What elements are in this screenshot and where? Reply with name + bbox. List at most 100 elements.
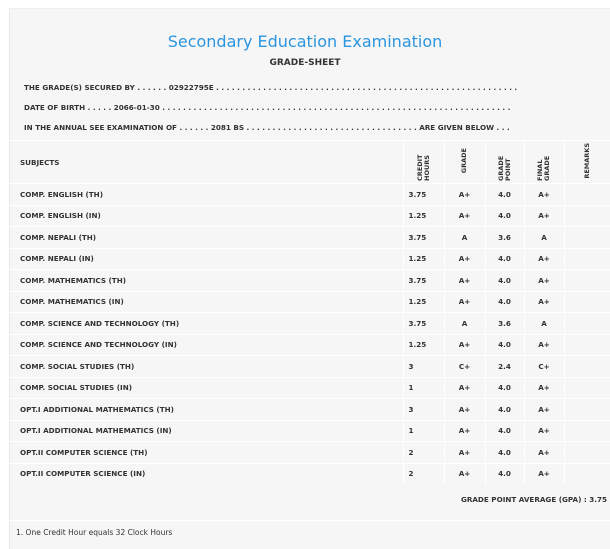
dob-line: DATE OF BIRTH . . . . . 2066-01-30 . . .…: [24, 103, 511, 112]
header-grade: GRADE: [460, 148, 468, 174]
gpa-value: GRADE POINT AVERAGE (GPA) : 3.75: [460, 495, 607, 504]
cell-grade-point: 4.0: [484, 183, 524, 205]
cell-final-grade: A: [523, 312, 564, 334]
cell-credit-hours: 1.25: [402, 247, 444, 270]
cell-credit-hours: 3.75: [402, 183, 444, 205]
cell-subject: COMP. MATHEMATICS (IN): [9, 290, 403, 313]
header-credit-hours: CREDIT HOURS: [415, 154, 431, 181]
cell-grade-point: 4.0: [484, 462, 524, 484]
cell-grade: A+: [443, 204, 485, 227]
cell-final-grade: A+: [523, 419, 564, 442]
cell-subject: OPT.I ADDITIONAL MATHEMATICS (IN): [9, 419, 403, 442]
cell-grade: A+: [443, 376, 485, 399]
cell-remarks: [563, 226, 610, 248]
cell-subject: COMP. SOCIAL STUDIES (IN): [9, 376, 403, 399]
cell-grade-point: 4.0: [484, 269, 524, 291]
table-row: COMP. MATHEMATICS (IN) 1.25 A+ 4.0 A+: [9, 290, 610, 313]
table-header: SUBJECTS CREDIT HOURS GRADE GRADE POINT …: [9, 140, 610, 184]
cell-grade-point: 4.0: [484, 204, 524, 227]
cell-remarks: [563, 355, 610, 377]
cell-final-grade: C+: [523, 355, 564, 377]
cell-credit-hours: 1: [402, 376, 444, 399]
cell-final-grade: A+: [523, 269, 564, 291]
cell-final-grade: A+: [523, 247, 564, 270]
table-row: OPT.II COMPUTER SCIENCE (TH) 2 A+ 4.0 A+: [9, 441, 610, 463]
table-row: COMP. SCIENCE AND TECHNOLOGY (IN) 1.25 A+ 4…: [9, 333, 610, 356]
table-row: COMP. SOCIAL STUDIES (IN) 1 A+ 4.0 A+: [9, 376, 610, 399]
cell-final-grade: A+: [523, 290, 564, 313]
cell-grade-point: 3.6: [484, 226, 524, 248]
cell-grade: A+: [443, 269, 485, 291]
cell-subject: OPT.II COMPUTER SCIENCE (TH): [9, 441, 403, 463]
cell-credit-hours: 3.75: [402, 312, 444, 334]
cell-subject: COMP. NEPALI (IN): [9, 247, 403, 270]
header-remarks: REMARKS: [582, 143, 591, 179]
cell-credit-hours: 2: [402, 462, 444, 484]
secured-by-line: THE GRADE(S) SECURED BY . . . . . . 0292…: [24, 83, 518, 92]
footnote: 1. One Credit Hour equals 32 Clock Hours: [16, 528, 173, 537]
cell-credit-hours: 3: [402, 398, 444, 420]
cell-grade: A: [443, 312, 485, 334]
table-row: COMP. NEPALI (TH) 3.75 A 3.6 A: [9, 226, 610, 248]
cell-credit-hours: 1: [402, 419, 444, 442]
cell-grade: A+: [443, 333, 485, 356]
table-row: COMP. SOCIAL STUDIES (TH) 3 C+ 2.4 C+: [9, 355, 610, 377]
cell-remarks: [563, 419, 610, 442]
grades-table: SUBJECTS CREDIT HOURS GRADE GRADE POINT …: [9, 140, 610, 484]
cell-grade: A+: [443, 247, 485, 270]
cell-grade: C+: [443, 355, 485, 377]
table-row: COMP. ENGLISH (TH) 3.75 A+ 4.0 A+: [9, 183, 610, 205]
cell-grade: A+: [443, 441, 485, 463]
table-row: COMP. SCIENCE AND TECHNOLOGY (TH) 3.75 A 3.…: [9, 312, 610, 334]
cell-remarks: [563, 183, 610, 205]
table-row: OPT.I ADDITIONAL MATHEMATICS (IN) 1 A+ 4.0 A…: [9, 419, 610, 442]
cell-grade: A+: [443, 290, 485, 313]
cell-remarks: [563, 462, 610, 484]
cell-subject: COMP. SOCIAL STUDIES (TH): [9, 355, 403, 377]
table-row: COMP. NEPALI (IN) 1.25 A+ 4.0 A+: [9, 247, 610, 270]
cell-grade-point: 4.0: [484, 398, 524, 420]
cell-credit-hours: 3.75: [402, 226, 444, 248]
cell-final-grade: A+: [523, 183, 564, 205]
header-subjects: SUBJECTS: [9, 140, 403, 184]
cell-remarks: [563, 398, 610, 420]
cell-grade: A+: [443, 419, 485, 442]
cell-final-grade: A+: [523, 333, 564, 356]
cell-credit-hours: 3.75: [402, 269, 444, 291]
table-row: OPT.II COMPUTER SCIENCE (IN) 2 A+ 4.0 A+: [9, 462, 610, 484]
cell-subject: COMP. MATHEMATICS (TH): [9, 269, 403, 291]
cell-remarks: [563, 441, 610, 463]
cell-grade: A+: [443, 183, 485, 205]
cell-grade-point: 2.4: [484, 355, 524, 377]
table-row: OPT.I ADDITIONAL MATHEMATICS (TH) 3 A+ 4.0 A…: [9, 398, 610, 420]
cell-grade: A+: [443, 398, 485, 420]
page-title: Secondary Education Examination: [167, 32, 443, 51]
table-row: COMP. ENGLISH (IN) 1.25 A+ 4.0 A+: [9, 204, 610, 227]
cell-grade-point: 3.6: [484, 312, 524, 334]
cell-credit-hours: 3: [402, 355, 444, 377]
cell-final-grade: A: [523, 226, 564, 248]
cell-remarks: [563, 290, 610, 313]
page-subtitle: GRADE-SHEET: [269, 58, 341, 68]
cell-grade-point: 4.0: [484, 441, 524, 463]
cell-subject: OPT.II COMPUTER SCIENCE (IN): [9, 462, 403, 484]
cell-remarks: [563, 204, 610, 227]
cell-remarks: [563, 376, 610, 399]
cell-credit-hours: 2: [402, 441, 444, 463]
cell-subject: COMP. SCIENCE AND TECHNOLOGY (IN): [9, 333, 403, 356]
cell-final-grade: A+: [523, 204, 564, 227]
cell-grade-point: 4.0: [484, 419, 524, 442]
divider: [9, 520, 610, 521]
cell-credit-hours: 1.25: [402, 333, 444, 356]
cell-subject: COMP. SCIENCE AND TECHNOLOGY (TH): [9, 312, 403, 334]
cell-grade-point: 4.0: [484, 247, 524, 270]
cell-final-grade: A+: [523, 462, 564, 484]
cell-remarks: [563, 312, 610, 334]
cell-subject: COMP. ENGLISH (IN): [9, 204, 403, 227]
cell-grade-point: 4.0: [484, 290, 524, 313]
cell-final-grade: A+: [523, 441, 564, 463]
cell-final-grade: A+: [523, 398, 564, 420]
cell-subject: OPT.I ADDITIONAL MATHEMATICS (TH): [9, 398, 403, 420]
cell-subject: COMP. ENGLISH (TH): [9, 183, 403, 205]
cell-credit-hours: 1.25: [402, 204, 444, 227]
